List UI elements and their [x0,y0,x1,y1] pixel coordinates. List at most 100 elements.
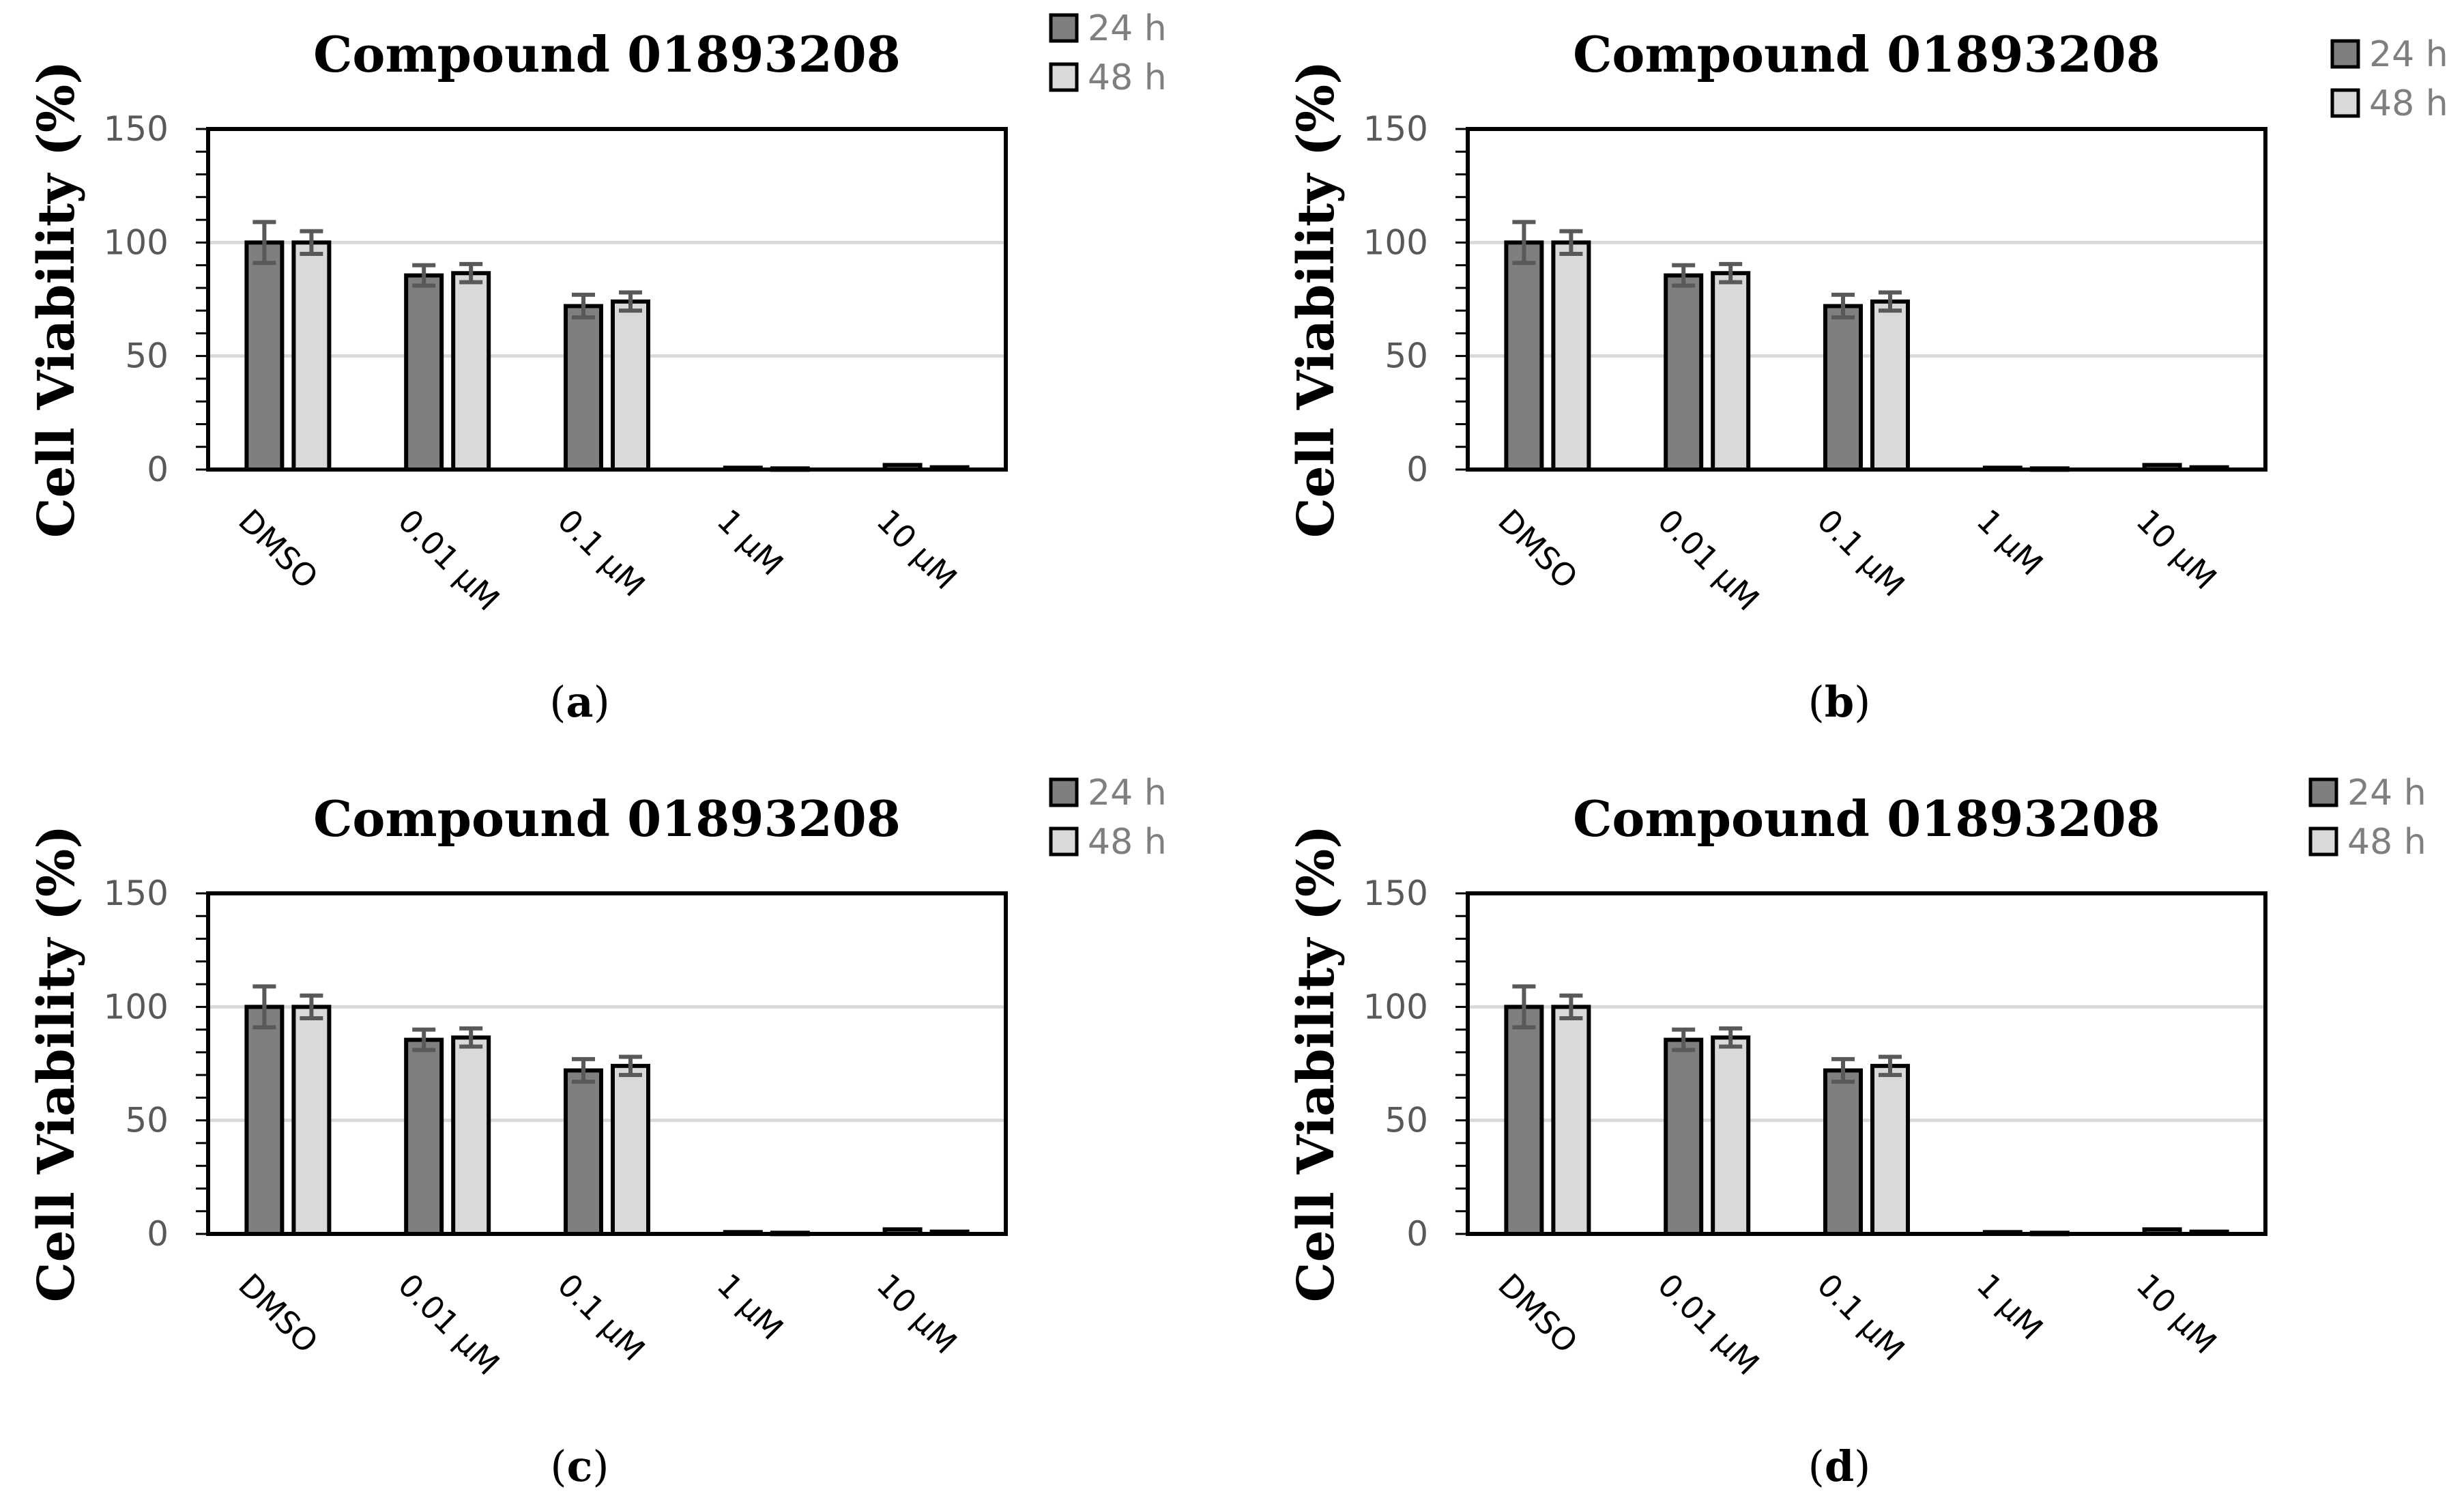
y-tick-label: 150 [104,874,169,913]
legend-label: 24 h [2347,773,2426,814]
bar-24h-0 [1504,1005,1544,1236]
y-tick-label: 0 [147,1214,169,1254]
chart-panel-a: Compound 01893208 Cell Viability (%) 0 50 10… [0,0,1232,747]
y-tick-label: 100 [104,222,169,262]
bar-48h-2 [611,1063,650,1236]
x-tick-label: 0.01 μM [1651,1267,1767,1383]
plot-frame [1466,891,2267,1236]
y-tick-label: 0 [1406,450,1428,489]
bar-48h-2 [611,299,650,472]
error-bar [412,263,436,288]
legend-swatch [2308,826,2338,857]
legend-swatch [1049,62,1079,92]
legend-swatch [1049,13,1079,43]
chart-panel-c: Compound 01893208 Cell Viability (%) 0 50 10… [0,764,1232,1511]
panel-label: b [1825,677,1854,727]
bar-24h-2 [1823,1068,1863,1237]
legend-label: 48 h [1088,822,1167,863]
error-bar [1672,263,1696,288]
bar-48h-1 [451,271,491,472]
chart-title: Compound 01893208 [313,790,901,848]
x-tick-label: DMSO [231,502,325,596]
legend-label: 24 h [2369,34,2448,75]
chart-title: Compound 01893208 [313,25,901,83]
y-tick-label: 50 [1385,1101,1428,1140]
legend-swatch [2330,88,2360,118]
bar-24h-1 [404,1037,444,1236]
bar-24h-1 [1664,273,1704,472]
bar-24h-0 [244,240,285,472]
bar-48h-0 [291,1005,332,1236]
legend-swatch [1049,777,1079,807]
bar-24h-0 [244,1005,285,1236]
error-bar [1879,290,1902,313]
panel-label: a [566,677,593,727]
legend-swatch [2330,39,2360,69]
y-tick-label: 0 [1406,1214,1428,1254]
x-tick-label: 0.1 μM [551,1267,652,1368]
chart-panel-d: Compound 01893208 Cell Viability (%) 0 50 10… [1260,764,2464,1511]
y-axis-label: Cell Viability (%) [27,825,86,1303]
x-tick-label: 1 μM [1970,1267,2050,1347]
error-bar [1879,1054,1902,1078]
legend-swatch [2308,777,2338,807]
x-tick-label: 1 μM [1970,502,2050,583]
panel-caption: (c) [550,1441,609,1491]
error-bar [459,1026,483,1049]
chart-title: Compound 01893208 [1573,25,2160,83]
panel-label: d [1825,1441,1854,1491]
x-tick-label: 0.01 μM [1651,502,1767,618]
legend-label: 48 h [2347,822,2426,863]
error-bar [459,261,483,285]
bar-48h-0 [291,240,332,472]
chart-panel-b: Compound 01893208 Cell Viability (%) 0 50 10… [1260,0,2464,747]
legend-label: 48 h [2369,83,2448,124]
y-tick-label: 150 [1363,874,1428,913]
bar-24h-1 [404,273,444,472]
bar-24h-2 [564,1068,603,1237]
chart-svg: Compound 01893208 Cell Viability (%) 0 50 10… [27,773,1167,1491]
y-axis-label: Cell Viability (%) [27,61,86,538]
y-axis-label: Cell Viability (%) [1287,825,1346,1303]
bar-48h-2 [1870,1063,1910,1236]
error-bar [252,984,276,1030]
panel-caption: (b) [1808,677,1871,727]
panel-label: c [567,1441,593,1491]
x-tick-label: 10 μM [2129,502,2224,597]
y-tick-label: 150 [104,109,169,149]
error-bar [1559,993,1583,1020]
x-tick-label: 10 μM [869,502,964,597]
y-tick-label: 100 [104,987,169,1026]
chart-svg: Compound 01893208 Cell Viability (%) 0 50 10… [1287,773,2426,1491]
y-tick-label: 50 [1385,336,1428,376]
error-bar [619,290,642,313]
error-bar [572,1056,595,1084]
error-bar [300,229,323,256]
x-tick-label: 0.01 μM [391,502,507,618]
error-bar [1719,261,1743,285]
plot-frame [206,127,1008,472]
legend-label: 24 h [1088,8,1167,49]
error-bar [252,220,276,265]
legend-swatch [1049,826,1079,857]
x-tick-label: 0.1 μM [551,502,652,604]
y-axis-label: Cell Viability (%) [1287,61,1346,538]
panel-caption: (a) [549,677,610,727]
y-tick-label: 50 [125,336,169,376]
x-tick-label: DMSO [231,1267,325,1361]
plot-frame [206,891,1008,1236]
y-tick-label: 100 [1363,222,1428,262]
bar-48h-0 [1551,1005,1591,1236]
chart-svg: Compound 01893208 Cell Viability (%) 0 50 10… [27,8,1167,727]
plot-frame [1466,127,2267,472]
legend-label: 24 h [1088,773,1167,814]
legend-label: 48 h [1088,57,1167,98]
x-tick-label: 0.1 μM [1810,1267,1912,1368]
error-bar [1512,984,1536,1030]
bar-48h-1 [1711,1035,1751,1236]
error-bar [572,292,595,320]
bar-24h-2 [1823,304,1863,472]
y-tick-label: 50 [125,1101,169,1140]
chart-title: Compound 01893208 [1573,790,2160,848]
